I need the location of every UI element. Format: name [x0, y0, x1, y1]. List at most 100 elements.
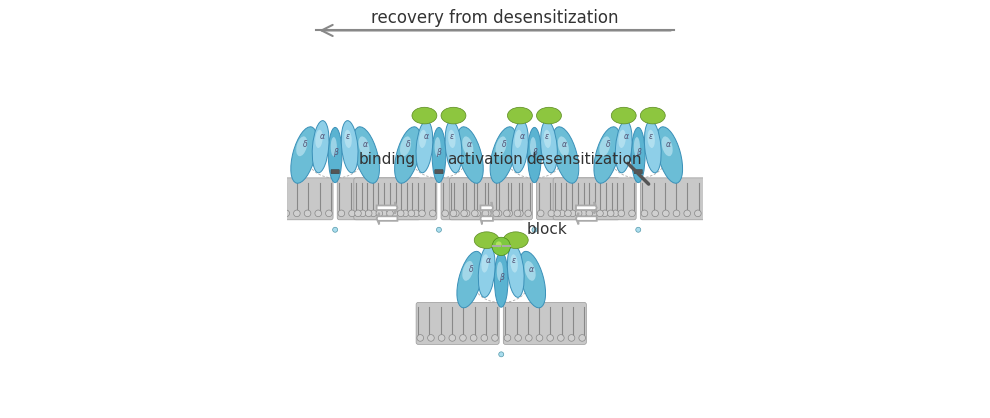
Circle shape	[525, 210, 532, 217]
Circle shape	[272, 210, 279, 217]
FancyBboxPatch shape	[449, 178, 533, 220]
Circle shape	[506, 210, 513, 217]
Text: block: block	[526, 222, 567, 237]
FancyBboxPatch shape	[435, 170, 444, 174]
FancyBboxPatch shape	[353, 178, 437, 220]
Circle shape	[607, 210, 614, 217]
Ellipse shape	[419, 130, 427, 148]
Circle shape	[496, 241, 502, 247]
Circle shape	[629, 210, 636, 217]
Text: α: α	[520, 132, 525, 141]
FancyBboxPatch shape	[338, 178, 421, 220]
Circle shape	[452, 210, 459, 217]
Ellipse shape	[457, 127, 483, 183]
Ellipse shape	[508, 107, 533, 124]
Circle shape	[642, 210, 647, 217]
Circle shape	[636, 227, 641, 232]
Circle shape	[471, 210, 478, 217]
Circle shape	[402, 210, 409, 217]
Circle shape	[618, 210, 625, 217]
Circle shape	[304, 210, 311, 217]
Circle shape	[408, 210, 415, 217]
Circle shape	[354, 210, 361, 217]
Circle shape	[532, 227, 537, 232]
Circle shape	[449, 334, 455, 341]
Ellipse shape	[435, 137, 441, 156]
Circle shape	[569, 210, 576, 217]
Text: α: α	[562, 140, 567, 149]
Ellipse shape	[353, 127, 379, 183]
Ellipse shape	[647, 130, 654, 148]
Ellipse shape	[481, 254, 489, 273]
Ellipse shape	[446, 121, 462, 173]
Text: recovery from desensitization: recovery from desensitization	[371, 9, 619, 27]
Circle shape	[546, 334, 553, 341]
Circle shape	[517, 210, 524, 217]
Circle shape	[450, 210, 456, 217]
FancyBboxPatch shape	[441, 178, 524, 220]
Ellipse shape	[448, 130, 455, 148]
Text: δ: δ	[606, 140, 610, 149]
Ellipse shape	[557, 136, 569, 156]
Circle shape	[381, 210, 387, 217]
Ellipse shape	[661, 136, 672, 156]
Text: δ: δ	[406, 140, 411, 149]
Ellipse shape	[462, 136, 473, 156]
Text: α: α	[466, 140, 472, 149]
Circle shape	[417, 334, 424, 341]
Circle shape	[564, 210, 571, 217]
Ellipse shape	[400, 136, 411, 156]
Ellipse shape	[497, 262, 503, 281]
Circle shape	[579, 334, 585, 341]
Circle shape	[470, 334, 477, 341]
Circle shape	[705, 210, 712, 217]
Text: α: α	[320, 132, 325, 141]
Circle shape	[492, 237, 511, 255]
Text: α: α	[666, 140, 671, 149]
Circle shape	[538, 210, 544, 217]
Ellipse shape	[594, 127, 621, 183]
Circle shape	[338, 210, 345, 217]
Circle shape	[315, 210, 322, 217]
Circle shape	[376, 210, 383, 217]
Circle shape	[673, 210, 680, 217]
Circle shape	[568, 334, 575, 341]
Circle shape	[387, 210, 393, 217]
Circle shape	[437, 227, 442, 232]
Circle shape	[391, 210, 398, 217]
Circle shape	[250, 210, 257, 217]
Ellipse shape	[519, 251, 545, 308]
Circle shape	[504, 334, 511, 341]
Ellipse shape	[296, 136, 307, 156]
Circle shape	[526, 334, 533, 341]
Circle shape	[481, 334, 488, 341]
Text: α: α	[363, 140, 368, 149]
Text: β: β	[532, 148, 537, 158]
Text: α: α	[486, 256, 491, 265]
Text: ε: ε	[648, 132, 652, 141]
Ellipse shape	[552, 127, 579, 183]
Ellipse shape	[512, 121, 529, 173]
Ellipse shape	[508, 245, 524, 297]
Ellipse shape	[541, 121, 557, 173]
Ellipse shape	[641, 107, 665, 124]
Circle shape	[365, 210, 372, 217]
Circle shape	[283, 210, 289, 217]
Ellipse shape	[395, 127, 421, 183]
Text: ε: ε	[512, 256, 516, 265]
Circle shape	[348, 210, 355, 217]
Ellipse shape	[462, 261, 473, 281]
Circle shape	[557, 334, 564, 341]
Ellipse shape	[331, 137, 337, 156]
Ellipse shape	[342, 121, 358, 173]
Ellipse shape	[619, 130, 626, 148]
Circle shape	[428, 334, 435, 341]
Ellipse shape	[599, 136, 611, 156]
Circle shape	[499, 352, 504, 357]
Circle shape	[504, 210, 510, 217]
FancyArrow shape	[376, 213, 397, 224]
Ellipse shape	[416, 121, 433, 173]
Circle shape	[597, 210, 603, 217]
Ellipse shape	[345, 130, 351, 148]
Circle shape	[580, 210, 587, 217]
